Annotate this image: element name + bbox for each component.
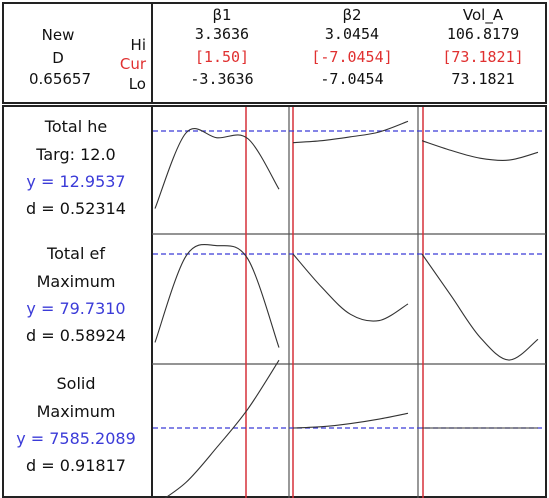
- response-y-value: y = 79.7310: [26, 299, 125, 318]
- response-goal: Maximum: [37, 272, 116, 291]
- factor-name: Vol_A: [463, 6, 504, 25]
- factor-name: β1: [212, 6, 231, 24]
- d-label: D: [52, 49, 64, 67]
- response-goal: Maximum: [37, 402, 116, 421]
- response-curve: [292, 412, 409, 429]
- cur-label: Cur: [120, 55, 147, 73]
- factor-hi: 3.3636: [195, 25, 249, 43]
- response-curve: [154, 128, 280, 209]
- response-curve: [164, 359, 280, 498]
- hi-label: Hi: [131, 36, 146, 54]
- factor-name: β2: [342, 6, 361, 24]
- header-frame: [2, 2, 547, 104]
- response-name: Total he: [44, 117, 107, 136]
- factor-lo: -7.0454: [320, 70, 383, 88]
- factor-lo: -3.3636: [190, 70, 253, 88]
- factor-current: [1.50]: [195, 48, 249, 66]
- response-y-value: y = 12.9537: [26, 172, 125, 191]
- factor-current: [73.1821]: [442, 48, 523, 66]
- response-curve: [292, 253, 409, 322]
- response-desirability: d = 0.91817: [26, 456, 126, 475]
- body-frame: [2, 105, 547, 498]
- response-curve: [421, 253, 539, 361]
- response-curve: [421, 140, 539, 161]
- factor-lo: 73.1821: [451, 70, 514, 88]
- factor-hi: 3.0454: [325, 25, 379, 43]
- lo-label: Lo: [129, 75, 146, 93]
- response-desirability: d = 0.58924: [26, 326, 126, 345]
- response-curve: [292, 120, 409, 144]
- response-curve: [154, 243, 280, 348]
- response-desirability: d = 0.52314: [26, 199, 126, 218]
- composite-desirability: 0.65657: [29, 70, 91, 88]
- factor-hi: 106.8179: [447, 25, 519, 43]
- response-y-value: y = 7585.2089: [16, 429, 136, 448]
- response-name: Solid: [57, 374, 96, 393]
- response-goal: Targ: 12.0: [35, 145, 115, 164]
- new-label: New: [42, 26, 75, 44]
- factor-current: [-7.0454]: [311, 48, 392, 66]
- response-name: Total ef: [46, 244, 105, 263]
